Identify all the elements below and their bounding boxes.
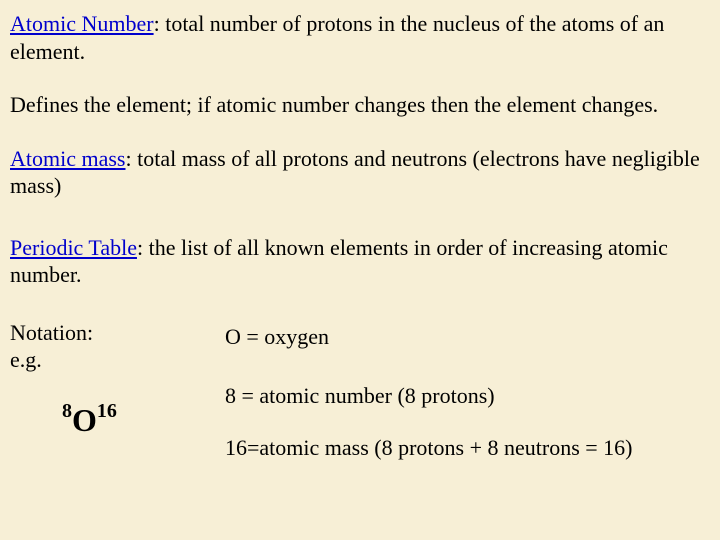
term-atomic-number: Atomic Number [10,11,154,36]
notation-section: Notation: e.g. 8O16 O = oxygen 8 = atomi… [10,319,706,462]
notation-label: Notation: e.g. [10,319,225,374]
para-atomic-mass: Atomic mass: total mass of all protons a… [10,145,706,200]
para-defines-element: Defines the element; if atomic number ch… [10,91,706,119]
term-atomic-mass: Atomic mass [10,146,126,171]
line-atomic-number: 8 = atomic number (8 protons) [225,382,706,410]
notation-label-line2: e.g. [10,347,42,372]
notation-symbol: O [72,402,97,438]
notation-left-col: Notation: e.g. 8O16 [10,319,225,440]
notation-right-col: O = oxygen 8 = atomic number (8 protons)… [225,319,706,462]
notation-sup-left: 8 [62,400,72,422]
notation-sup-right: 16 [97,400,117,422]
para-atomic-number: Atomic Number: total number of protons i… [10,10,706,65]
term-periodic-table: Periodic Table [10,235,137,260]
notation-label-line1: Notation: [10,320,93,345]
notation-formula: 8O16 [62,400,225,440]
line-atomic-mass: 16=atomic mass (8 protons + 8 neutrons =… [225,434,706,462]
line-oxygen: O = oxygen [225,323,706,351]
para-periodic-table: Periodic Table: the list of all known el… [10,234,706,289]
text-defines-element: Defines the element; if atomic number ch… [10,92,658,117]
